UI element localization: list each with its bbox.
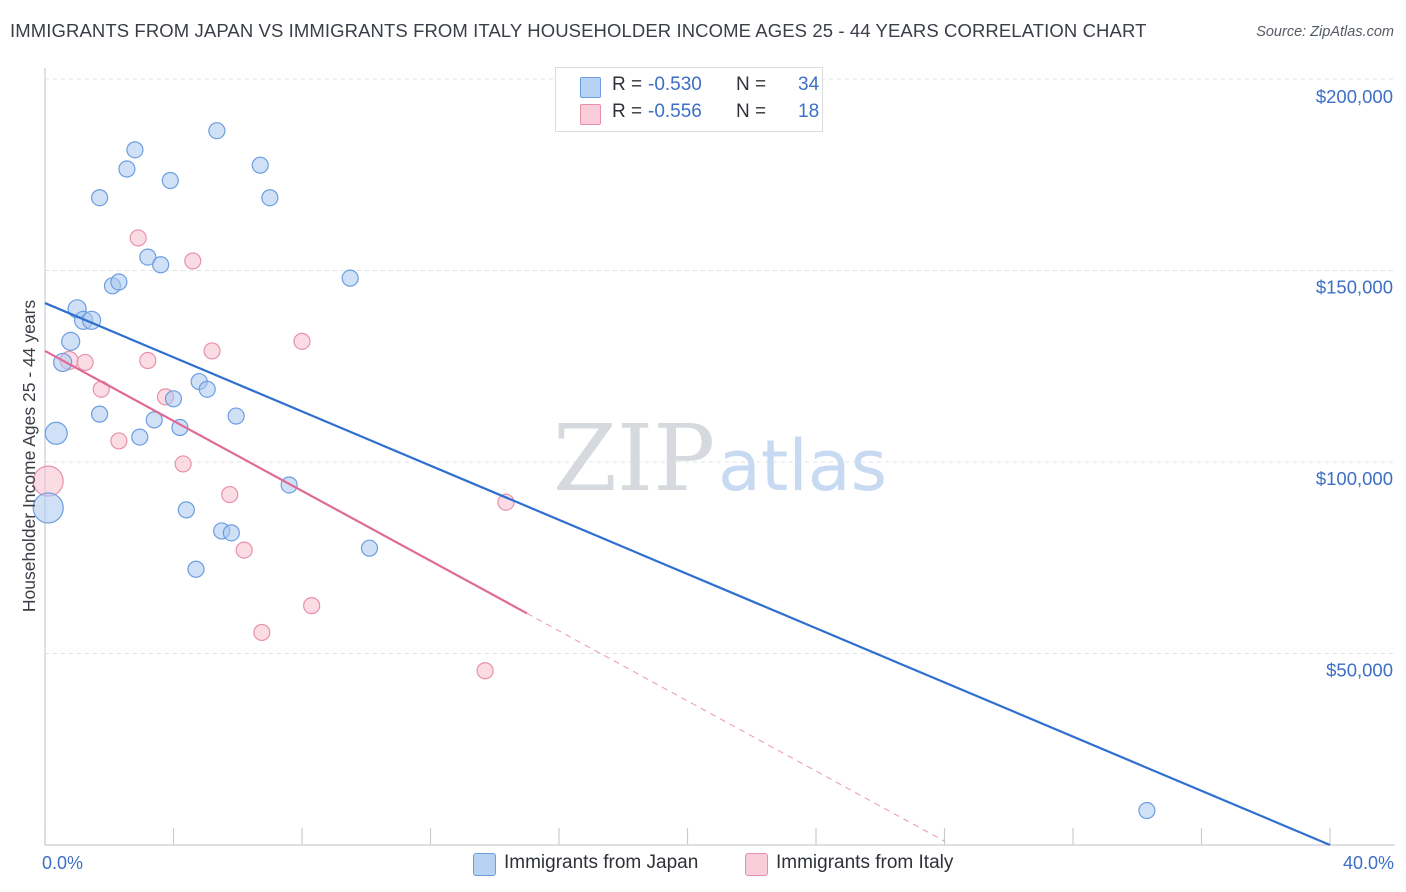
italy-point	[221, 485, 239, 504]
watermark-zip: ZIP	[553, 405, 715, 512]
trend-lines	[44, 302, 1331, 847]
japan-point	[251, 156, 269, 174]
japan-point	[161, 171, 179, 190]
italy-legend-swatch	[745, 853, 768, 876]
italy-points	[32, 229, 515, 680]
japan-legend-swatch	[473, 853, 496, 876]
italy-swatch	[580, 104, 601, 125]
italy-point	[174, 455, 192, 473]
watermark: ZIP atlas	[553, 405, 887, 512]
japan-point	[208, 122, 226, 140]
japan-legend-label: Immigrants from Japan	[504, 852, 699, 873]
japan-points	[32, 122, 1156, 820]
japan-point	[152, 256, 170, 274]
japan-point	[1138, 801, 1156, 820]
axis-layer	[44, 68, 1395, 846]
japan-swatch	[580, 77, 601, 98]
legend-n-label: N =	[736, 74, 767, 95]
japan-point	[91, 405, 109, 423]
japan-point	[131, 428, 149, 446]
y-tick-label: $100,000	[1316, 468, 1393, 489]
italy-trend-extension	[526, 612, 945, 842]
y-tick-label: $200,000	[1316, 86, 1393, 107]
grid-layer	[45, 78, 1395, 654]
japan-point	[360, 539, 379, 557]
italy-point	[129, 229, 147, 247]
italy-point	[235, 541, 253, 559]
japan-point	[261, 189, 279, 207]
chart-title: IMMIGRANTS FROM JAPAN VS IMMIGRANTS FROM…	[10, 20, 1147, 41]
japan-point	[32, 492, 64, 524]
legend-n-value-japan: 34	[798, 74, 820, 95]
japan-point	[164, 390, 183, 408]
japan-point	[110, 273, 128, 291]
x-tick-label-max: 40.0%	[1343, 853, 1394, 873]
italy-point	[303, 597, 321, 615]
legend-r-label: R =	[612, 74, 643, 95]
japan-point	[227, 407, 245, 425]
correlation-legend: R = -0.530 N = 34 R = -0.556 N = 18	[555, 67, 823, 132]
tick-labels: $50,000 $100,000 $150,000 $200,000 0.0% 40.0%	[42, 86, 1394, 873]
legend-n-value-italy: 18	[798, 101, 820, 122]
japan-point	[222, 524, 240, 542]
japan-point	[118, 160, 136, 178]
legend-r-value-italy: -0.556	[648, 101, 702, 122]
italy-point	[476, 662, 494, 680]
japan-point	[187, 560, 205, 578]
italy-trend-line	[44, 349, 528, 615]
italy-point	[139, 351, 157, 370]
japan-point	[341, 269, 359, 287]
italy-legend-label: Immigrants from Italy	[776, 852, 954, 873]
japan-point	[145, 411, 163, 429]
japan-point	[44, 421, 68, 445]
y-tick-label: $50,000	[1326, 660, 1393, 681]
italy-point	[184, 252, 202, 270]
legend-r-value-japan: -0.530	[648, 74, 702, 95]
watermark-atlas: atlas	[718, 425, 887, 507]
japan-point	[126, 141, 144, 159]
japan-point	[91, 189, 109, 207]
italy-point	[76, 353, 94, 372]
italy-point	[293, 332, 311, 350]
japan-point	[139, 248, 157, 266]
italy-point	[110, 432, 128, 450]
y-tick-label: $150,000	[1316, 277, 1393, 298]
japan-point	[177, 501, 195, 519]
japan-trend-line	[44, 302, 1331, 847]
legend-r-label: R =	[612, 101, 643, 122]
source-credit: Source: ZipAtlas.com	[1256, 24, 1394, 40]
italy-point	[203, 342, 221, 360]
y-axis-label: Householder Income Ages 25 - 44 years	[19, 300, 39, 613]
italy-point	[253, 623, 271, 642]
japan-point	[61, 331, 81, 351]
legend-n-label: N =	[736, 101, 767, 122]
x-tick-label-min: 0.0%	[42, 853, 83, 873]
japan-point	[198, 380, 216, 398]
